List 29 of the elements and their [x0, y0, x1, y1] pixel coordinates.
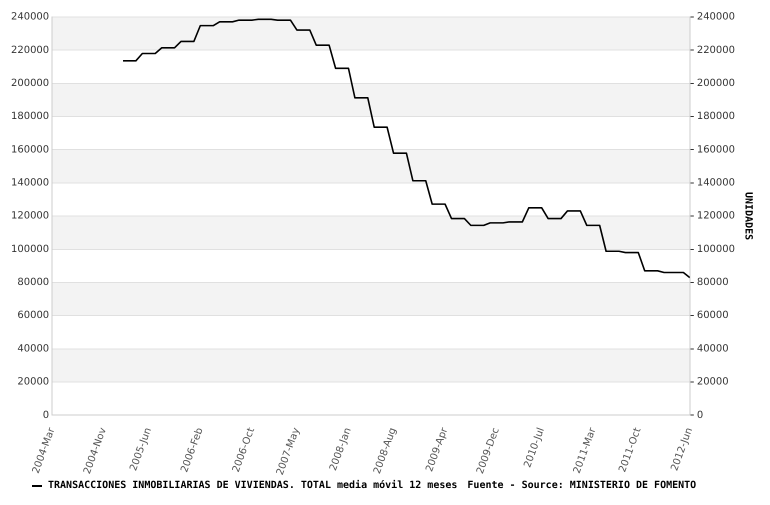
y-tick-label: 180000 — [10, 111, 50, 122]
legend-label: TRANSACCIONES INMOBILIARIAS DE VIVIENDAS. TOTAL media móvil 12 meses — [48, 480, 458, 491]
y2-tick-label: 20000 — [696, 376, 729, 388]
y-tick-label: 140000 — [10, 177, 50, 188]
y-tick-label: 100000 — [10, 244, 50, 255]
y2-axis-title: UNIDADES — [742, 192, 754, 240]
y-tick-label: 40000 — [17, 343, 50, 354]
y2-tick-label: 120000 — [696, 210, 736, 222]
y2-tick-label: 240000 — [696, 12, 736, 23]
y2-tick-label: 200000 — [696, 78, 736, 89]
y-tick-label: 60000 — [17, 310, 50, 322]
y2-tick-label: 80000 — [696, 277, 729, 288]
y-tick-label: 120000 — [10, 210, 50, 222]
y2-tick-label: 60000 — [696, 310, 729, 322]
y2-tick-label: 100000 — [696, 244, 736, 255]
y-tick-label: 20000 — [17, 376, 50, 388]
y2-tick-label: 0 — [696, 410, 704, 421]
y2-tick-label: 180000 — [696, 111, 736, 122]
y2-tick-label: 160000 — [696, 144, 736, 156]
y2-tick-label: 220000 — [696, 44, 736, 56]
y-tick-label: 160000 — [10, 144, 50, 156]
y-tick-label: 240000 — [10, 12, 50, 23]
y2-tick-label: 40000 — [696, 343, 729, 354]
y-tick-label: 200000 — [10, 78, 50, 89]
y-tick-label: 0 — [42, 410, 50, 421]
source-note: Fuente - Source: MINISTERIO DE FOMENTO — [467, 480, 696, 491]
y-tick-label: 220000 — [10, 44, 50, 56]
y-tick-label: 80000 — [17, 277, 50, 288]
y2-tick-label: 140000 — [696, 177, 736, 188]
